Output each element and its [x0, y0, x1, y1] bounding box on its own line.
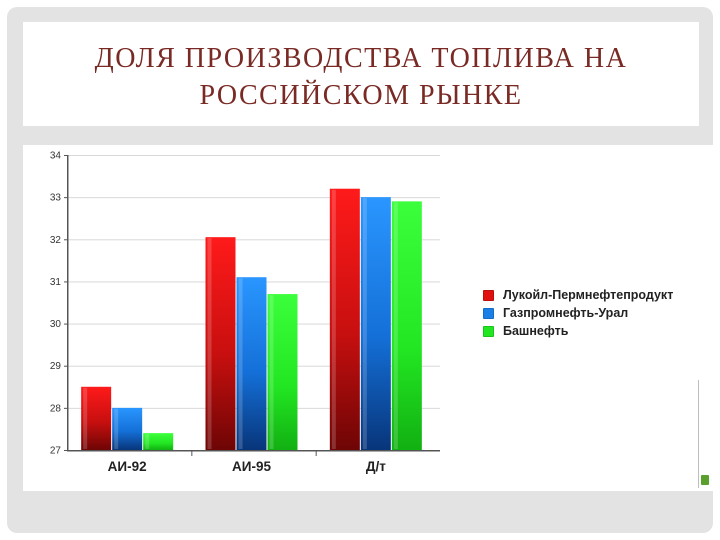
legend-item: Газпромнефть-Урал: [483, 304, 673, 322]
slide-title: ДОЛЯ ПРОИЗВОДСТВА ТОПЛИВА НА РОССИЙСКОМ …: [23, 40, 699, 114]
legend-label: Газпромнефть-Урал: [503, 306, 629, 320]
watermark-logo-icon: [701, 475, 709, 485]
bar-highlight: [393, 202, 398, 449]
y-tick-label: 31: [50, 277, 62, 288]
legend-label: Башнефть: [503, 324, 569, 338]
y-tick-mark: [64, 450, 67, 451]
bar-highlight: [145, 434, 150, 449]
slide-title-line-1: ДОЛЯ ПРОИЗВОДСТВА ТОПЛИВА НА: [94, 43, 628, 74]
bar: [81, 386, 112, 450]
gridline: [67, 155, 440, 156]
bar-highlight: [114, 408, 119, 449]
y-tick-mark: [64, 239, 67, 241]
y-tick-label: 34: [50, 151, 62, 162]
x-category-label: АИ-95: [232, 459, 271, 474]
x-tick-mark: [315, 450, 317, 456]
chart-box: 27 28 29 30 31 32 33 34 АИ-92 АИ-95 Д/т Лукойл-Пер…: [23, 145, 713, 491]
gridline: [67, 197, 440, 199]
x-category-label: Д/т: [366, 459, 386, 474]
legend-label: Лукойл-Пермнефтепродукт: [503, 288, 674, 302]
watermark-strip: [698, 380, 711, 488]
bar: [360, 197, 391, 450]
legend-swatch: [483, 325, 494, 337]
legend-swatch: [483, 289, 494, 301]
bar: [329, 188, 360, 450]
y-axis-line: [67, 155, 69, 450]
bar: [267, 294, 298, 450]
bar: [236, 277, 267, 450]
legend-item: Башнефть: [483, 322, 673, 340]
bar-highlight: [207, 238, 212, 449]
bar-highlight: [269, 295, 274, 449]
bar-highlight: [331, 189, 336, 449]
x-axis-line: [67, 450, 440, 452]
legend-swatch: [483, 307, 494, 319]
y-tick-label: 30: [50, 319, 62, 330]
bar: [205, 237, 236, 450]
bar-chart: 27 28 29 30 31 32 33 34 АИ-92 АИ-95 Д/т: [50, 151, 440, 474]
title-box: ДОЛЯ ПРОИЗВОДСТВА ТОПЛИВА НА РОССИЙСКОМ …: [23, 22, 699, 126]
y-tick-mark: [64, 281, 67, 283]
y-tick-label: 32: [50, 235, 62, 246]
y-tick-label: 33: [50, 193, 62, 204]
bar-highlight: [362, 198, 367, 449]
y-tick-label: 29: [50, 361, 62, 372]
bar-highlight: [83, 387, 88, 449]
x-tick-mark: [191, 450, 193, 456]
bar-highlight: [238, 278, 243, 449]
legend-item: Лукойл-Пермнефтепродукт: [483, 286, 673, 304]
y-tick-label: 28: [50, 403, 62, 414]
y-tick-mark: [64, 323, 67, 325]
y-tick-mark: [64, 407, 67, 409]
chart-legend: Лукойл-Пермнефтепродукт Газпромнефть-Урал…: [483, 286, 673, 340]
y-tick-label: 27: [50, 446, 62, 457]
bar: [112, 407, 143, 450]
y-tick-mark: [64, 197, 67, 199]
x-category-label: АИ-92: [108, 459, 147, 474]
y-tick-mark: [64, 365, 67, 367]
gridline: [67, 239, 440, 241]
bar: [143, 433, 174, 450]
bar: [391, 201, 422, 450]
y-tick-mark: [64, 155, 67, 156]
slide-title-line-2: РОССИЙСКОМ РЫНКЕ: [199, 80, 523, 111]
